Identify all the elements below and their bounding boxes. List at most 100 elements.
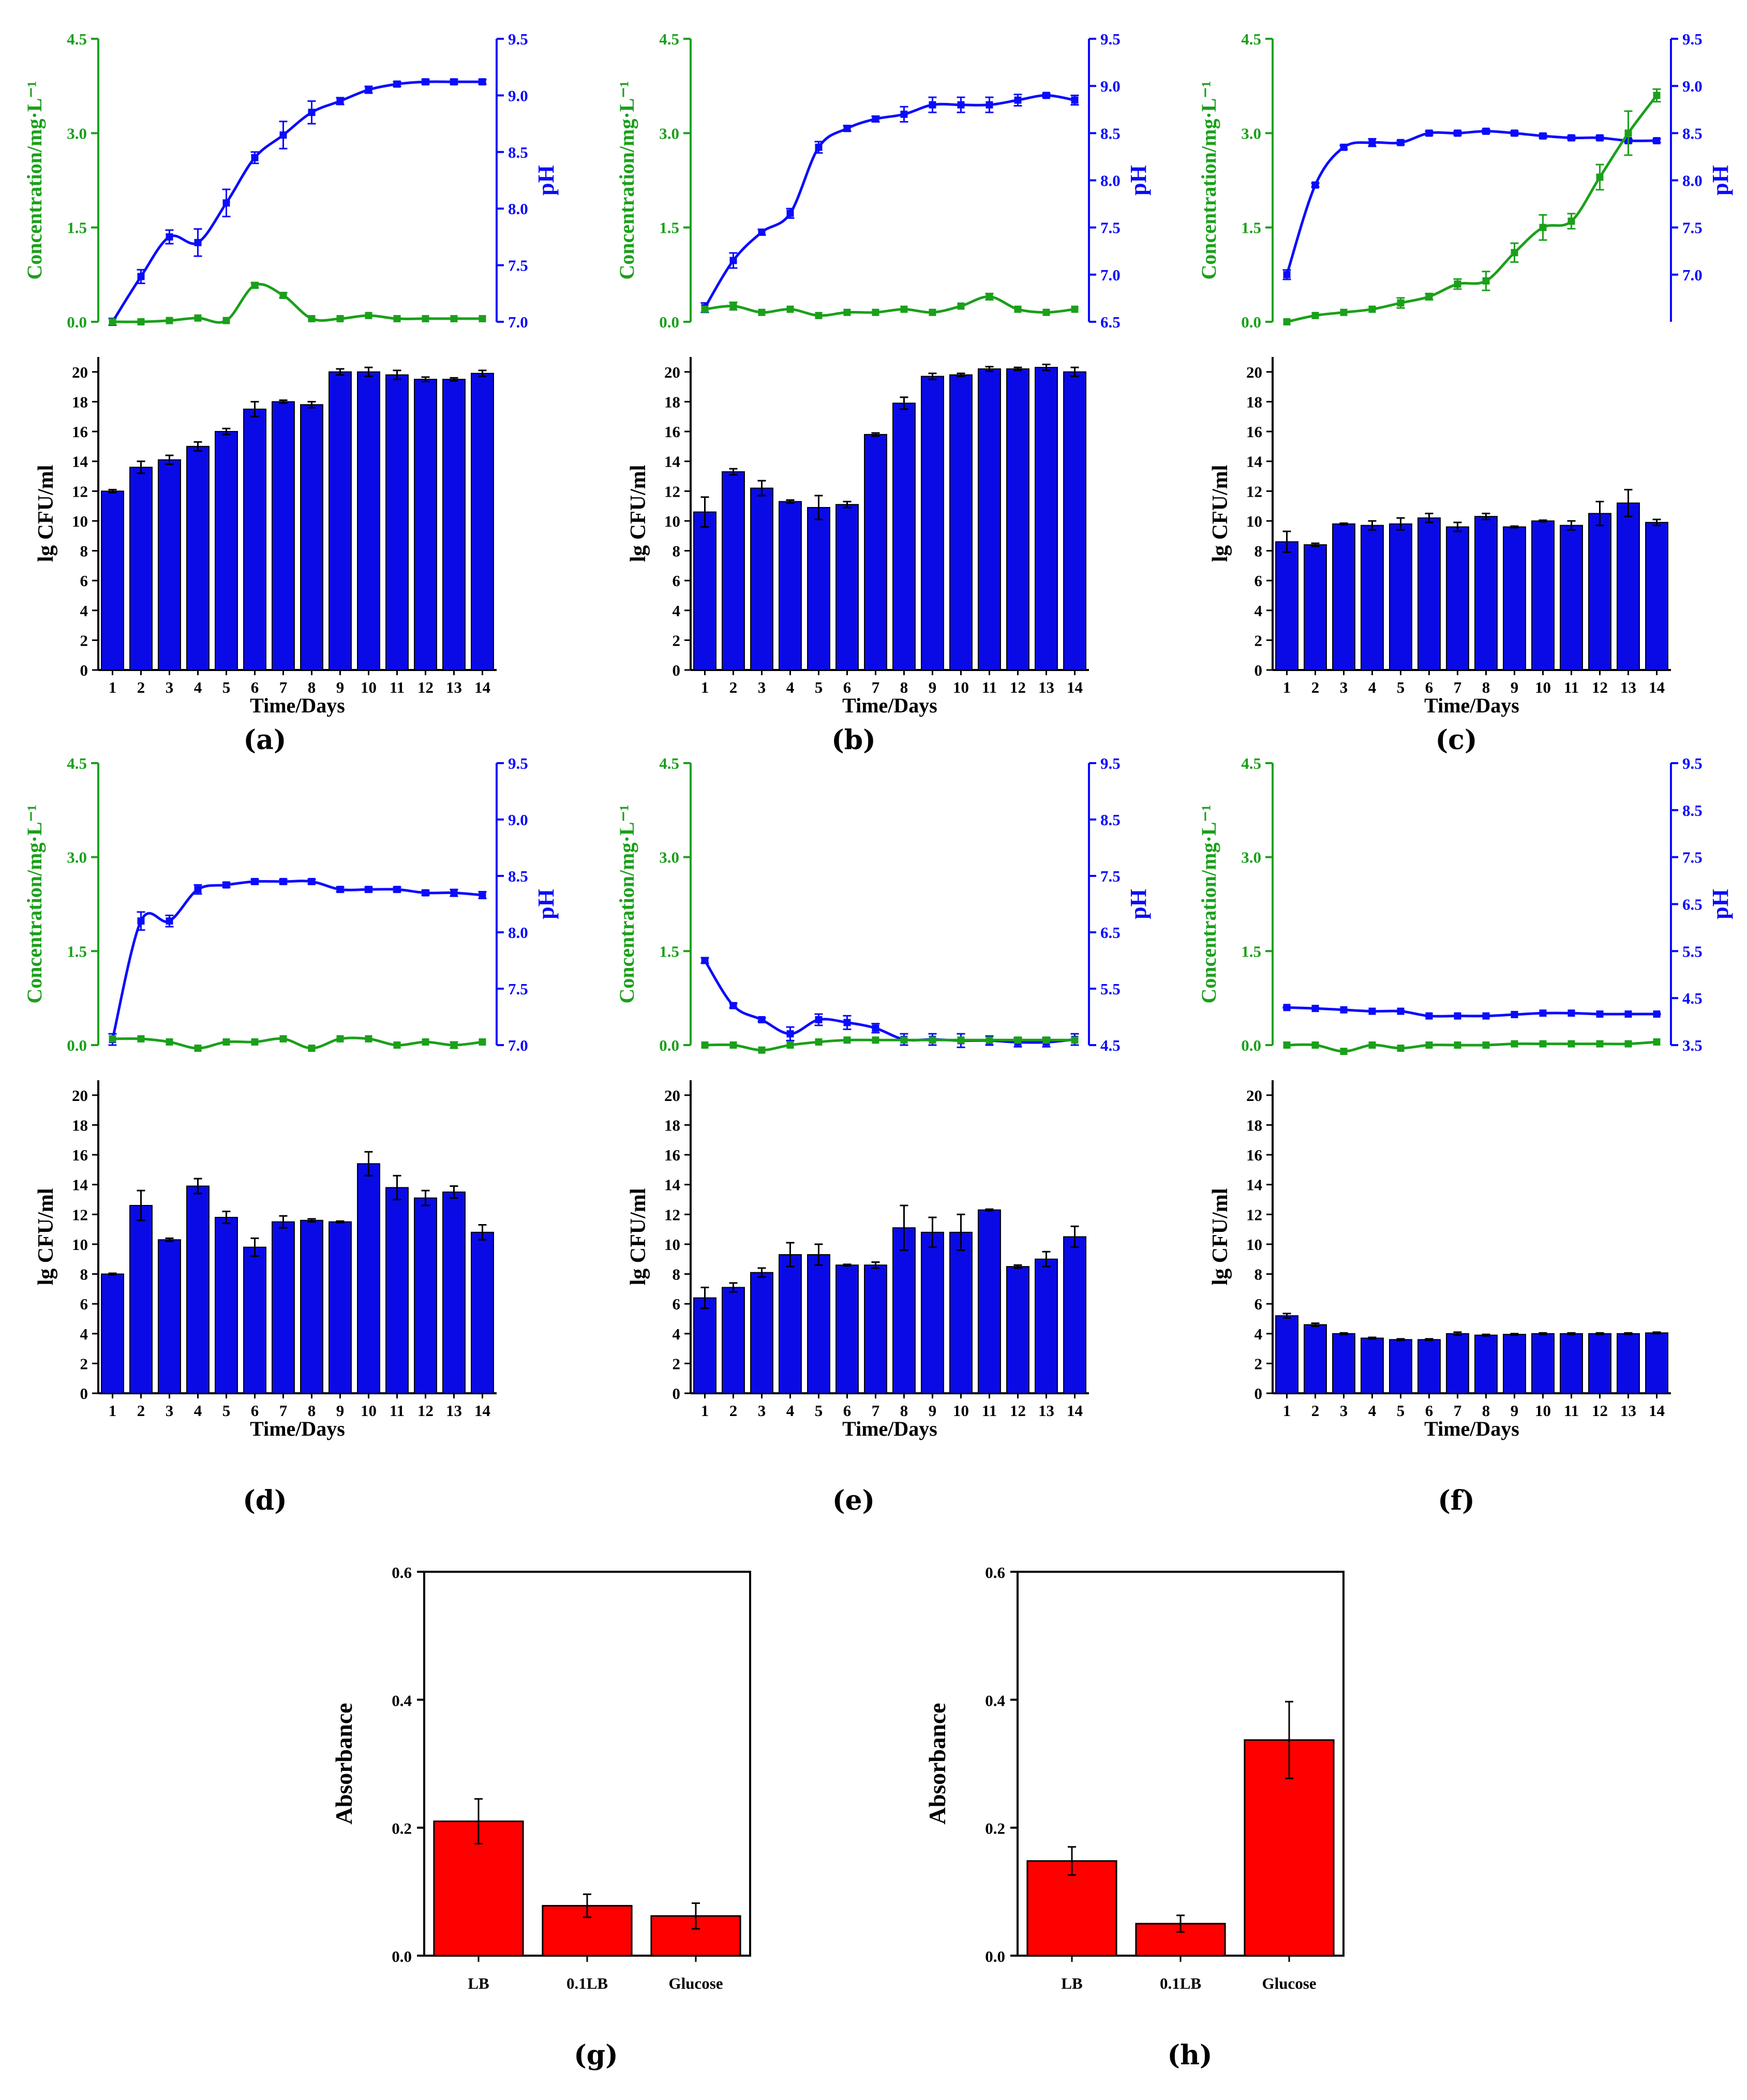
ph-point: [1511, 129, 1518, 137]
conc-point: [872, 308, 879, 316]
cfu-bar: [892, 403, 916, 671]
cfu-bar: [1389, 523, 1412, 671]
time-tick-label: 14: [1067, 678, 1083, 696]
ph-point: [1283, 271, 1291, 278]
conc-point: [957, 302, 965, 310]
conc-point: [194, 1045, 202, 1052]
conc-axis-title: Concentration/mg·L⁻¹: [615, 81, 638, 279]
category-label: Glucose: [668, 1974, 723, 1992]
ph-tick-label: 7.5: [508, 257, 528, 275]
cfu-bar: [779, 1254, 802, 1394]
ph-point: [1425, 1012, 1433, 1020]
cfu-tick-label: 0: [80, 1384, 88, 1403]
cfu-bar: [414, 1197, 437, 1394]
cfu-bar: [835, 1264, 859, 1394]
ph-point: [701, 957, 709, 964]
ph-point: [900, 110, 908, 118]
time-tick-label: 5: [815, 1402, 823, 1420]
time-tick-label: 9: [1511, 678, 1519, 696]
ph-point: [1482, 127, 1490, 135]
ph-point: [1539, 132, 1547, 140]
cfu-bar: [1304, 544, 1327, 671]
cfu-bar: [442, 1192, 466, 1394]
conc-point: [308, 315, 316, 322]
conc-point: [758, 308, 766, 316]
time-tick-label: 11: [982, 678, 997, 696]
cfu-tick-label: 20: [72, 1086, 88, 1105]
conc-point: [251, 1038, 259, 1046]
conc-point: [701, 305, 709, 313]
conc-point: [479, 1038, 486, 1046]
conc-point: [900, 305, 908, 313]
cfu-axis-title: lg CFU/ml: [34, 1188, 58, 1286]
conc-point: [166, 1038, 173, 1046]
conc-point: [1368, 305, 1376, 313]
conc-axis-title: Concentration/mg·L⁻¹: [615, 805, 638, 1003]
conc-line-a: [112, 282, 483, 324]
time-tick-label: 7: [872, 678, 880, 696]
time-tick-label: 11: [1564, 678, 1579, 696]
cfu-tick-label: 0: [80, 661, 88, 679]
cfu-bar: [978, 368, 1001, 671]
cfu-tick-label: 6: [80, 1295, 88, 1313]
time-tick-label: 14: [1649, 678, 1665, 696]
conc-point: [479, 315, 486, 322]
conc-tick-label: 1.5: [67, 219, 87, 237]
cfu-bar: [1275, 541, 1298, 671]
time-tick-label: 7: [1454, 678, 1462, 696]
ph-axis-title: pH: [1126, 165, 1151, 196]
ph-point: [1567, 134, 1575, 142]
time-tick-label: 10: [953, 1402, 969, 1420]
cfu-tick-label: 2: [673, 631, 681, 649]
conc-point: [1511, 1040, 1518, 1048]
caption-c: (c): [1436, 724, 1477, 756]
cfu-tick-label: 4: [80, 602, 88, 620]
time-tick-label: 14: [1649, 1402, 1665, 1420]
cfu-bar: [949, 1231, 973, 1394]
conc-point: [1653, 92, 1661, 99]
ph-point: [758, 228, 766, 236]
conc-point: [137, 1035, 145, 1042]
ph-point: [957, 101, 965, 109]
conc-point: [986, 1036, 993, 1044]
cfu-bar: [414, 379, 437, 671]
cfu-bar: [1006, 368, 1029, 671]
cfu-bar: [243, 1246, 266, 1394]
ph-tick-label: 9.5: [1100, 30, 1121, 48]
ph-axis-title: pH: [1708, 165, 1733, 196]
ph-tick-label: 8.0: [1682, 172, 1703, 190]
cfu-tick-label: 8: [673, 1265, 681, 1284]
conc-point: [1454, 1041, 1461, 1049]
conc-point: [900, 1036, 908, 1044]
cfu-bar: [693, 1297, 716, 1394]
time-tick-label: 9: [929, 678, 937, 696]
time-tick-label: 14: [474, 678, 490, 696]
ph-point: [194, 239, 202, 246]
cfu-bar: [1503, 1334, 1526, 1394]
ph-point: [1425, 129, 1433, 137]
time-tick-label: 13: [446, 1402, 462, 1420]
time-axis-title: Time/Days: [1424, 1417, 1519, 1440]
time-tick-label: 6: [251, 1402, 259, 1420]
conc-point: [1425, 1041, 1433, 1049]
cfu-tick-label: 14: [72, 1176, 88, 1194]
cfu-tick-label: 0: [1255, 1384, 1263, 1403]
ph-point: [815, 143, 823, 151]
cfu-bar: [779, 501, 802, 671]
conc-tick-label: 4.5: [1241, 30, 1261, 48]
time-tick-label: 8: [308, 1402, 316, 1420]
time-tick-label: 12: [1010, 678, 1026, 696]
ph-tick-label: 5.5: [1100, 980, 1121, 998]
conc-tick-label: 1.5: [1241, 219, 1261, 237]
time-tick-label: 5: [815, 678, 823, 696]
cfu-tick-label: 2: [1255, 631, 1263, 649]
cfu-bar: [1474, 1334, 1498, 1394]
absorbance-tick-label: 0.4: [985, 1691, 1005, 1709]
cfu-bar: [1531, 1333, 1555, 1394]
cfu-bar: [921, 1231, 944, 1394]
conc-tick-label: 3.0: [659, 124, 679, 142]
cfu-bar: [750, 487, 773, 671]
cfu-axis-title: lg CFU/ml: [1208, 465, 1232, 562]
cfu-bar: [1006, 1266, 1029, 1394]
